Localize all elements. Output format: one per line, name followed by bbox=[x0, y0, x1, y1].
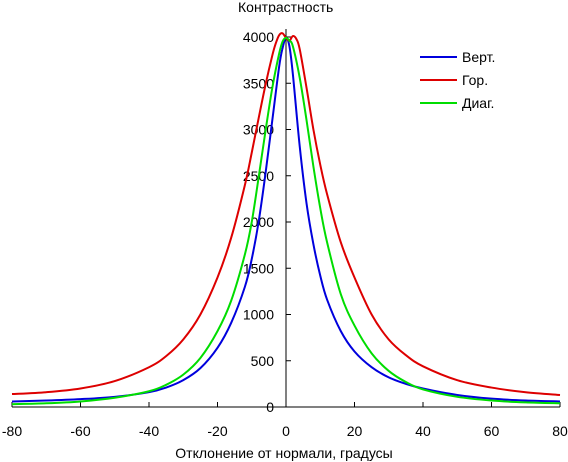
x-tick-label: -40 bbox=[139, 423, 159, 439]
legend: Верт. Гор. Диаг. bbox=[420, 49, 495, 111]
x-tick-label: -60 bbox=[70, 423, 90, 439]
y-tick-label: 1000 bbox=[243, 307, 274, 323]
series-lines bbox=[11, 32, 561, 406]
y-axis-title: Контрастность bbox=[238, 0, 333, 15]
x-tick-label: 0 bbox=[282, 423, 290, 439]
y-tick-label: 3500 bbox=[243, 75, 274, 91]
x-tick-label: 80 bbox=[552, 423, 568, 439]
x-axis-title: Отклонение от нормали, градусы bbox=[175, 445, 392, 461]
x-tick-label: -80 bbox=[2, 423, 22, 439]
x-tick-label: -20 bbox=[207, 423, 227, 439]
y-tick-label: 0 bbox=[266, 399, 274, 415]
x-tick-label: 20 bbox=[347, 423, 363, 439]
x-ticks: -80 -60 -40 -20 0 20 40 60 80 bbox=[2, 402, 568, 439]
y-tick-label: 500 bbox=[251, 353, 275, 369]
series-line-3 bbox=[11, 36, 561, 406]
x-tick-label: 40 bbox=[415, 423, 431, 439]
x-tick-label: 60 bbox=[484, 423, 500, 439]
y-tick-label: 4000 bbox=[243, 29, 274, 45]
plot-area: -80 -60 -40 -20 0 20 40 60 80 050010001500200025… bbox=[2, 29, 568, 439]
legend-label: Верт. bbox=[462, 49, 495, 65]
legend-label: Диаг. bbox=[462, 95, 494, 111]
legend-label: Гор. bbox=[462, 72, 488, 88]
